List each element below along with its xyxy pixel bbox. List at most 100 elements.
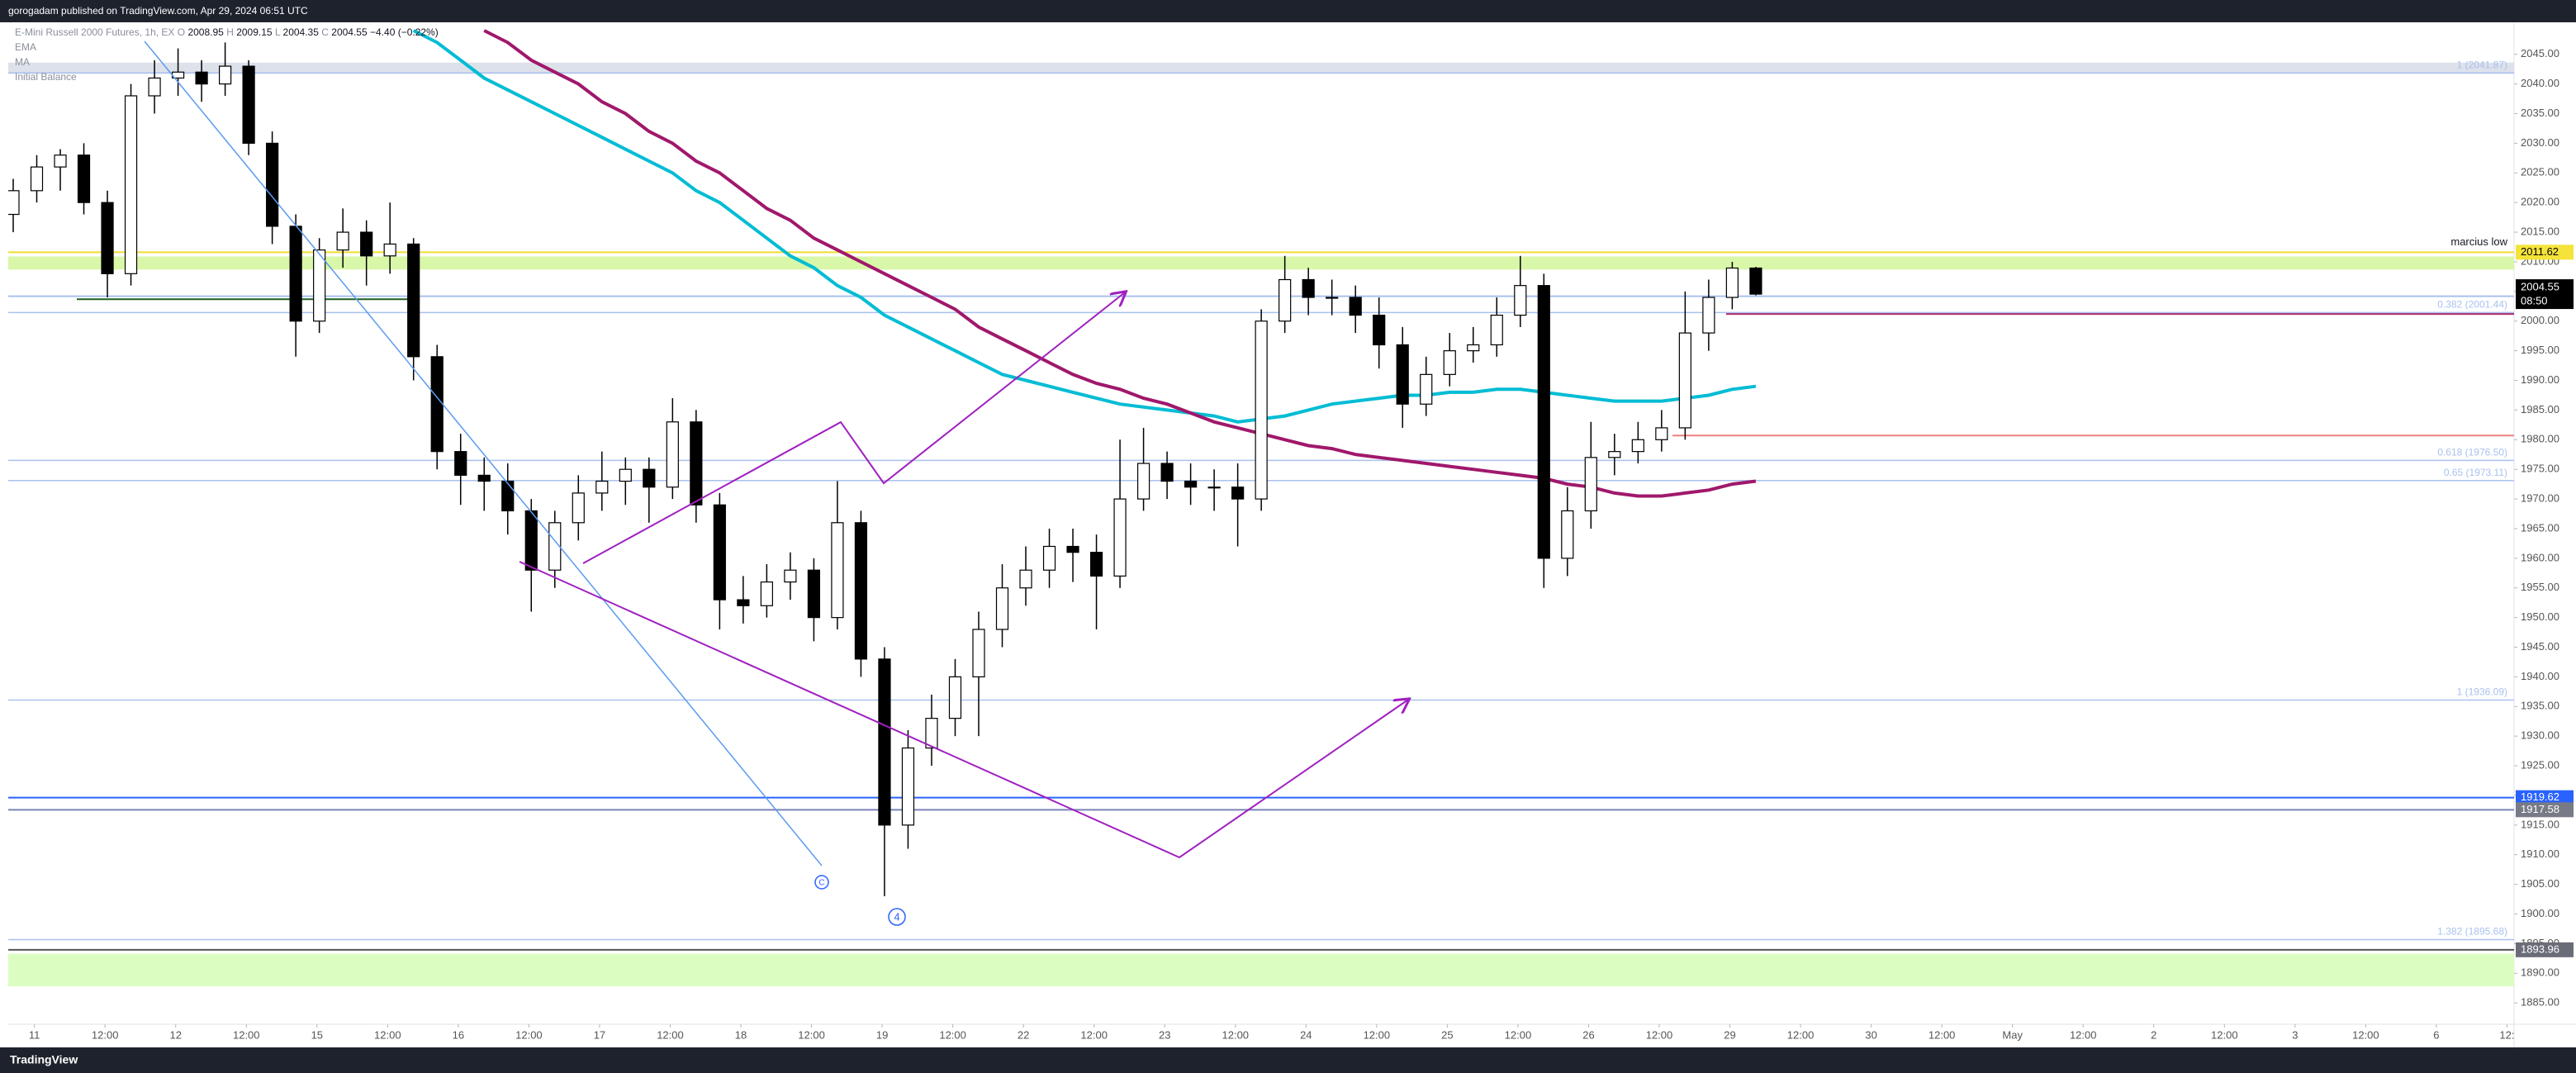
candle-body [454, 451, 467, 476]
x-tick-label: 12:00 [233, 1028, 260, 1041]
trend-line [144, 40, 823, 866]
y-tick-label: 2015.00 [2521, 226, 2559, 238]
price-badge-label: 1917.58 [2521, 803, 2559, 815]
y-tick-label: 1940.00 [2521, 670, 2559, 682]
x-tick-label: 12:00 [2211, 1028, 2238, 1041]
x-tick-label: 22 [1018, 1028, 1029, 1041]
x-tick-label: 15 [311, 1028, 323, 1041]
x-tick-label: 3 [2292, 1028, 2298, 1041]
candle-body [1584, 457, 1597, 512]
change: −4.40 (−0.22%) [370, 26, 439, 38]
x-tick-label: 12:00 [374, 1028, 401, 1041]
y-tick-label: 1890.00 [2521, 966, 2559, 979]
candle-body [572, 492, 585, 524]
ohlc-prefix: C [321, 26, 329, 38]
candle-body [878, 658, 891, 826]
x-tick-label: 24 [1300, 1028, 1312, 1041]
candle-body [784, 569, 797, 583]
candle-body [1514, 285, 1527, 316]
candle-body [266, 142, 279, 227]
y-tick-label: 1975.00 [2521, 463, 2559, 475]
x-tick-label: 12:00 [1787, 1028, 1815, 1041]
fib-label: 0.65 (1973.11) [2444, 467, 2507, 478]
publisher: gorogadam published on TradingView.com, … [8, 5, 308, 17]
y-tick-label: 1990.00 [2521, 373, 2559, 386]
y-tick-label: 1960.00 [2521, 551, 2559, 563]
candle-body [360, 231, 373, 257]
candle-body [1420, 373, 1433, 405]
candle-body [1136, 463, 1150, 500]
candle-body [148, 77, 161, 97]
candle-body [1467, 344, 1480, 352]
candle-body [713, 504, 726, 601]
drawings [144, 40, 1408, 926]
wave-circle [888, 908, 906, 926]
candle-body [948, 676, 962, 719]
x-tick-label: 12:00 [515, 1028, 543, 1041]
fib-label: 0.382 (2001.44) [2437, 299, 2507, 311]
x-tick-label: 12:00 [2352, 1028, 2379, 1041]
x-tick-label: 16 [453, 1028, 464, 1041]
y-tick-label: 1995.00 [2521, 344, 2559, 356]
legend-entry: EMA [15, 41, 36, 53]
y-tick-label: 2030.00 [2521, 136, 2559, 149]
x-tick-label: 29 [1724, 1028, 1735, 1041]
y-tick-label: 1955.00 [2521, 581, 2559, 593]
candle-body [972, 629, 985, 677]
y-tick-label: 2025.00 [2521, 166, 2559, 178]
x-tick-label: 12: [2499, 1028, 2514, 1041]
x-tick-label: 2 [2151, 1028, 2156, 1041]
y-tick-label: 1970.00 [2521, 492, 2559, 505]
candle-body [901, 747, 915, 826]
fib-label: 1 (1936.09) [2457, 686, 2507, 698]
y-tick-label: 1980.00 [2521, 433, 2559, 445]
candle-body [407, 243, 420, 358]
plot-area [8, 29, 2514, 987]
ohlc-prefix: L [275, 26, 281, 38]
x-tick-label: May [2002, 1028, 2023, 1041]
x-tick-label: 12:00 [1080, 1028, 1108, 1041]
x-tick-label: 19 [876, 1028, 888, 1041]
top-bar [0, 0, 2576, 22]
ohlc-prefix: H [226, 26, 234, 38]
y-tick-label: 1925.00 [2521, 758, 2559, 771]
candle-body [548, 522, 562, 571]
price-badge [2516, 802, 2574, 818]
price-badge-label: 2011.62 [2521, 245, 2559, 258]
candle-body [289, 226, 302, 322]
candle-body [1113, 498, 1127, 577]
y-tick-label: 1885.00 [2521, 996, 2559, 1009]
candle-body [1725, 267, 1739, 298]
wave-label: C [818, 879, 824, 888]
candle-body [1396, 344, 1409, 405]
candle-body [737, 599, 750, 606]
y-tick-label: 1985.00 [2521, 403, 2559, 415]
candle-body [1349, 297, 1362, 316]
candle-body [1326, 297, 1339, 299]
x-tick-label: 12:00 [1222, 1028, 1250, 1041]
y-tick-label: 1910.00 [2521, 847, 2559, 860]
candle-body [1702, 297, 1715, 334]
candle-body [124, 95, 138, 274]
price-badge-label: 1919.62 [2521, 791, 2559, 803]
ohlc-value: 2004.55 [331, 26, 368, 38]
candle-body [595, 480, 609, 494]
y-tick-label: 1935.00 [2521, 700, 2559, 712]
candle-body [643, 468, 656, 488]
x-tick-label: 23 [1159, 1028, 1170, 1041]
y-tick-label: 2000.00 [2521, 314, 2559, 326]
candle-body [1279, 278, 1292, 322]
candle-body [54, 154, 67, 168]
candle-body [1255, 320, 1268, 500]
candle-body [1561, 510, 1574, 559]
candle-body [831, 522, 844, 619]
candle-body [666, 421, 679, 488]
x-tick-label: 12:00 [798, 1028, 825, 1041]
candle-body [77, 154, 91, 203]
ohlc-value: 2008.95 [187, 26, 224, 38]
bottom-bar [0, 1047, 2576, 1073]
x-tick-label: 26 [1582, 1028, 1594, 1041]
candle-body [1042, 545, 1056, 571]
candle-body [1749, 267, 1762, 295]
